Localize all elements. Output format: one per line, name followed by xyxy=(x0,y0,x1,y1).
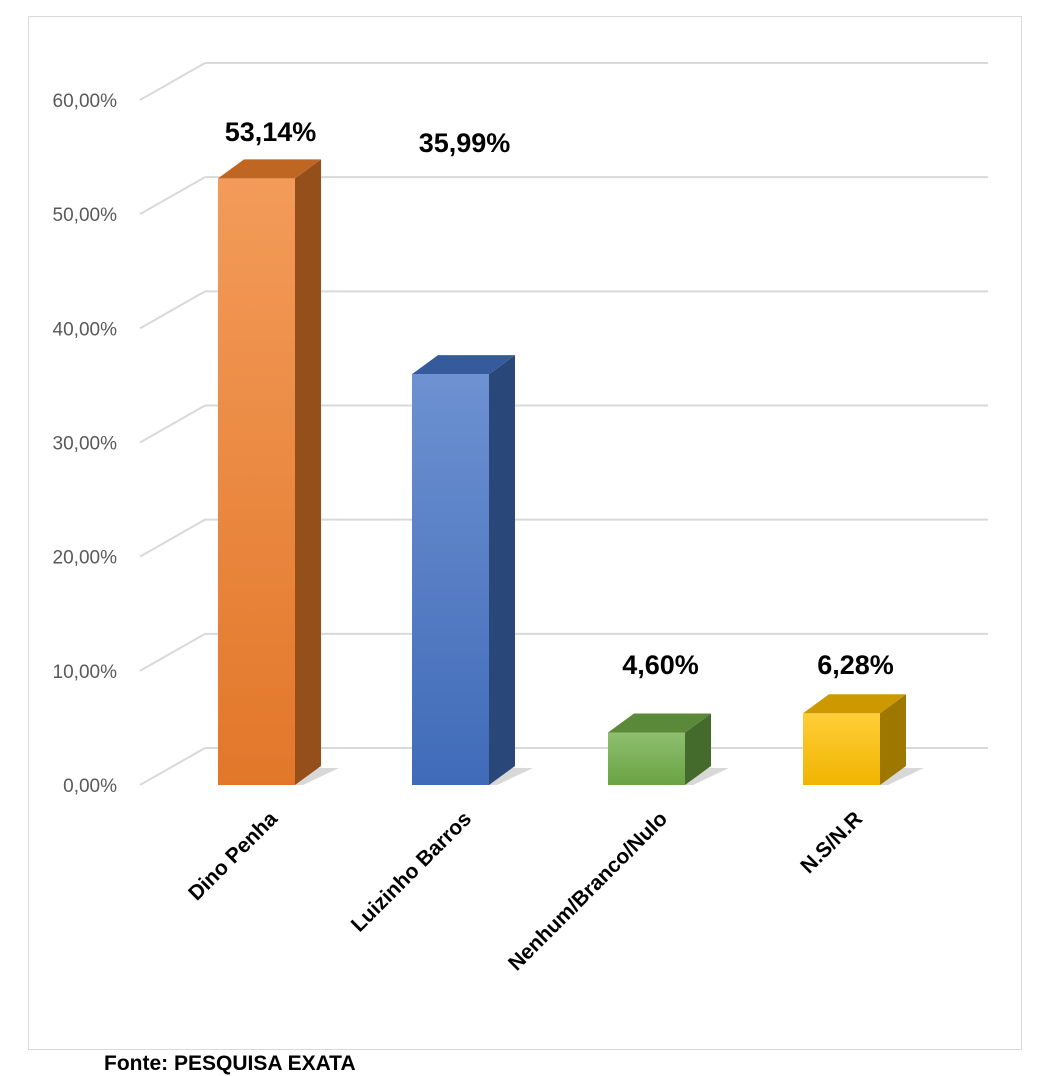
category-label: N.S/N.R xyxy=(796,807,867,878)
gridline-diagonal xyxy=(139,290,206,330)
y-tick-label: 0,00% xyxy=(63,776,117,797)
data-label: 53,14% xyxy=(225,117,317,147)
bar-top xyxy=(412,355,515,375)
data-label: 6,28% xyxy=(817,650,894,680)
bar-side xyxy=(880,694,906,785)
y-tick-label: 30,00% xyxy=(53,434,118,455)
y-tick-label: 20,00% xyxy=(53,548,118,569)
category-label: Luizinho Barros xyxy=(347,807,476,936)
gridline-diagonal xyxy=(139,176,206,216)
grid xyxy=(139,62,988,786)
gridline-diagonal xyxy=(139,62,206,101)
bar xyxy=(218,178,295,785)
y-tick-label: 10,00% xyxy=(53,662,118,683)
y-tick-label: 60,00% xyxy=(53,91,118,112)
bar-side xyxy=(685,713,711,785)
bar xyxy=(608,732,685,785)
bars xyxy=(218,159,924,785)
bar-top xyxy=(218,159,321,179)
data-label: 35,99% xyxy=(419,128,511,158)
source-caption: Fonte: PESQUISA EXATA xyxy=(104,1052,356,1075)
y-tick-label: 40,00% xyxy=(53,319,118,340)
category-label: Nenhum/Branco/Nulo xyxy=(504,807,672,975)
bar-side xyxy=(489,355,515,785)
bar-side xyxy=(295,159,321,785)
bar xyxy=(412,374,489,785)
bar-top xyxy=(608,713,711,733)
gridline-diagonal xyxy=(139,518,206,558)
category-label: Dino Penha xyxy=(184,807,282,905)
bar-top xyxy=(803,694,906,714)
bar xyxy=(803,713,880,785)
gridline-diagonal xyxy=(139,404,206,444)
data-label: 4,60% xyxy=(622,650,699,680)
gridline-diagonal xyxy=(139,747,206,786)
y-tick-label: 50,00% xyxy=(53,205,118,226)
chart-frame xyxy=(28,16,1022,1050)
gridline-diagonal xyxy=(139,632,206,672)
